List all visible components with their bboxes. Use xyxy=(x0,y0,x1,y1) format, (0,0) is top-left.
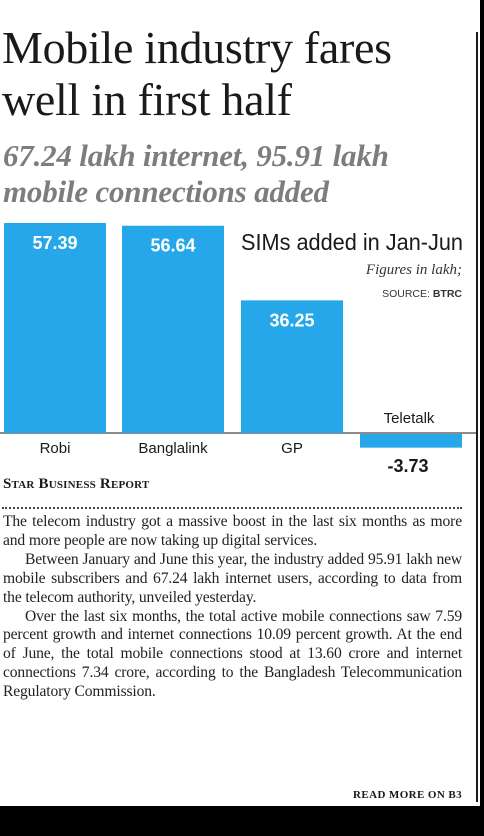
bar-banglalink xyxy=(122,225,224,433)
chart-subtitle: Figures in lakh; xyxy=(365,262,462,278)
source-name: BTRC xyxy=(433,288,463,300)
category-label-robi: Robi xyxy=(40,440,71,457)
article-paragraph-1: The telecom industry got a massive boost… xyxy=(3,513,462,549)
chart-source: SOURCE: BTRC xyxy=(382,288,462,300)
value-label-teletalk: -3.73 xyxy=(387,456,428,476)
article-body: The telecom industry got a massive boost… xyxy=(3,513,462,702)
byline: Star Business Report xyxy=(3,476,150,492)
newspaper-clipping: Mobile industry fares well in first half… xyxy=(0,0,480,806)
source-label: SOURCE: xyxy=(382,288,430,300)
headline: Mobile industry fares well in first half xyxy=(2,22,392,125)
value-label-robi: 57.39 xyxy=(32,233,77,253)
value-label-gp: 36.25 xyxy=(269,310,314,330)
column-rule xyxy=(476,32,478,802)
bar-teletalk xyxy=(360,434,462,448)
chart-title: SIMs added in Jan-Jun xyxy=(241,229,463,255)
category-label-banglalink: Banglalink xyxy=(138,440,208,457)
subheadline: 67.24 lakh internet, 95.91 lakh mobile c… xyxy=(3,138,389,209)
bar-gp xyxy=(241,300,343,433)
read-more-link[interactable]: READ MORE ON B3 xyxy=(353,789,462,801)
value-label-banglalink: 56.64 xyxy=(150,236,195,256)
category-label-gp: GP xyxy=(281,440,303,457)
category-label-teletalk: Teletalk xyxy=(384,410,435,427)
article-paragraph-3: Over the last six months, the total acti… xyxy=(3,607,462,701)
bar-robi xyxy=(4,223,106,433)
sims-bar-chart: SIMs added in Jan-Jun Figures in lakh; S… xyxy=(0,223,476,476)
article-paragraph-2: Between January and June this year, the … xyxy=(3,550,462,606)
dotted-rule xyxy=(2,507,462,509)
